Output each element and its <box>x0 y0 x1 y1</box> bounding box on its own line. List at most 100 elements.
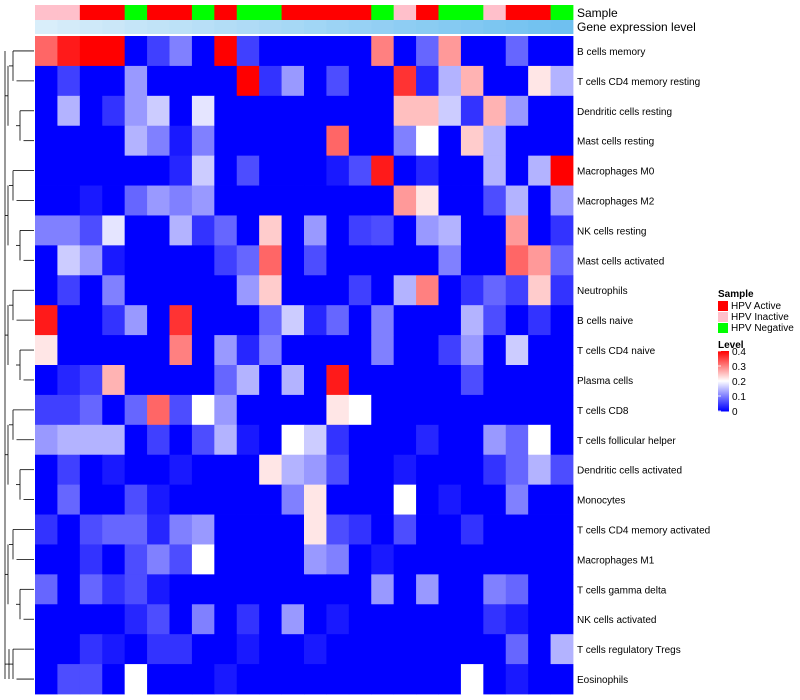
heatmap-cell <box>35 514 58 545</box>
heatmap-cell <box>483 454 507 486</box>
heatmap-cell <box>259 65 282 97</box>
heatmap-cell <box>281 365 305 396</box>
heatmap-cell <box>304 65 327 97</box>
heatmap-cell <box>79 514 103 545</box>
heatmap-cell <box>460 155 484 186</box>
heatmap-cell <box>79 454 103 486</box>
heatmap-cell <box>102 424 126 456</box>
heatmap-cell <box>57 36 81 67</box>
sample-annotation-cell <box>505 5 529 20</box>
heatmap-cell <box>102 394 126 426</box>
heatmap-cell <box>371 125 395 157</box>
heatmap-cell <box>304 394 327 426</box>
heatmap-cell <box>416 484 439 515</box>
heatmap-cell <box>281 305 305 336</box>
heatmap-cell <box>550 95 574 127</box>
heatmap-cell <box>393 664 417 695</box>
heatmap-cell <box>416 454 439 486</box>
heatmap-cell <box>214 664 238 695</box>
legend-level-colorbar-segment <box>718 376 729 378</box>
heatmap-cell <box>57 574 81 605</box>
heatmap-cell <box>528 544 551 575</box>
heatmap-cell <box>147 36 170 67</box>
heatmap-cell <box>259 514 282 545</box>
heatmap-cell <box>393 454 417 486</box>
heatmap-cell <box>281 604 305 635</box>
heatmap-cell <box>550 185 574 216</box>
heatmap-cell <box>102 275 126 306</box>
heatmap-cell <box>371 664 395 695</box>
heatmap-cell <box>393 394 417 426</box>
legend-level-colorbar-segment <box>718 391 729 393</box>
heatmap-cell <box>57 305 81 336</box>
expression-annotation-cell <box>304 20 327 34</box>
legend-level-colorbar-segment <box>718 355 729 357</box>
heatmap-cell <box>35 185 58 216</box>
heatmap-cell <box>528 454 551 486</box>
heatmap-cell <box>259 365 282 396</box>
heatmap-cell <box>326 305 350 336</box>
legend-level-colorbar-segment <box>718 377 729 379</box>
heatmap-cell <box>460 544 484 575</box>
heatmap-cell <box>371 185 395 216</box>
heatmap-cell <box>483 245 507 276</box>
heatmap-cell <box>124 95 148 127</box>
row-label: Macrophages M2 <box>577 197 655 208</box>
legend-level-colorbar-segment <box>718 389 729 391</box>
heatmap-cell <box>259 664 282 695</box>
heatmap-cell <box>550 36 574 67</box>
heatmap-cell <box>259 125 282 157</box>
heatmap-cell <box>147 275 170 306</box>
heatmap-cell <box>528 305 551 336</box>
heatmap-cell <box>438 245 462 276</box>
heatmap-cell <box>191 454 215 486</box>
heatmap-cell <box>505 95 529 127</box>
heatmap-cell <box>460 365 484 396</box>
heatmap-cell <box>102 335 126 366</box>
heatmap-cell <box>438 365 462 396</box>
heatmap-cell <box>79 394 103 426</box>
heatmap-cell <box>191 365 215 396</box>
heatmap-cell <box>259 604 282 635</box>
heatmap-cell <box>57 394 81 426</box>
heatmap-cell <box>550 454 574 486</box>
heatmap-cell <box>550 424 574 456</box>
heatmap-cell <box>57 544 81 575</box>
expression-annotation-cell <box>438 20 462 34</box>
heatmap-cell <box>393 155 417 186</box>
heatmap-cell <box>460 394 484 426</box>
heatmap-cell <box>528 245 551 276</box>
heatmap-cell <box>281 65 305 97</box>
heatmap-cell <box>371 484 395 515</box>
heatmap-cell <box>416 215 439 246</box>
heatmap-cell <box>326 335 350 366</box>
heatmap-cell <box>79 185 103 216</box>
legend-level-tick-label: 0 <box>732 407 738 418</box>
sample-annotation-cell <box>191 5 215 20</box>
legend-level-colorbar-segment <box>718 403 729 405</box>
heatmap-cell <box>169 365 193 396</box>
heatmap-cell <box>236 424 260 456</box>
legend-level-colorbar-segment <box>718 410 729 412</box>
row-label: Dendritic cells resting <box>577 107 672 118</box>
heatmap-cell <box>505 245 529 276</box>
heatmap-cell <box>169 634 193 665</box>
legend-level-colorbar-segment <box>718 353 729 355</box>
heatmap-cell <box>483 275 507 306</box>
legend-level-colorbar-segment <box>718 405 729 407</box>
heatmap-cell <box>326 454 350 486</box>
heatmap-cell <box>259 634 282 665</box>
heatmap-cell <box>147 95 170 127</box>
heatmap-cell <box>550 544 574 575</box>
heatmap-cell <box>259 424 282 456</box>
heatmap-cell <box>348 365 372 396</box>
heatmap-cell <box>348 604 372 635</box>
heatmap-cell <box>416 65 439 97</box>
legend-level-colorbar-segment <box>718 362 729 364</box>
heatmap-cell <box>371 365 395 396</box>
heatmap-cell <box>326 245 350 276</box>
legend-level-colorbar-segment <box>718 402 729 404</box>
heatmap-cell <box>281 454 305 486</box>
heatmap-cell <box>102 155 126 186</box>
heatmap-cell <box>169 155 193 186</box>
